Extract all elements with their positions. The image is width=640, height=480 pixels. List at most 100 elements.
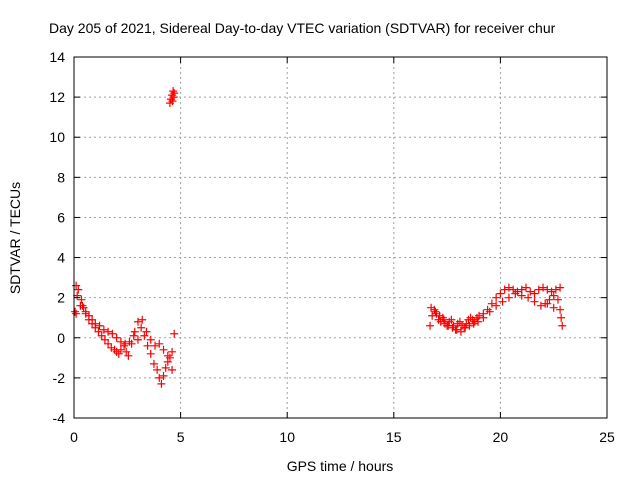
y-tick-label: 2 — [57, 290, 65, 306]
data-point — [435, 311, 444, 320]
x-axis-label: GPS time / hours — [287, 458, 394, 474]
data-point — [439, 315, 448, 324]
data-point — [155, 373, 164, 382]
data-point — [108, 329, 117, 338]
data-point — [146, 335, 155, 344]
data-point — [124, 351, 133, 360]
data-point — [121, 339, 130, 348]
grid — [74, 57, 607, 418]
data-point — [504, 283, 513, 292]
data-point — [99, 325, 108, 334]
data-point — [492, 293, 501, 302]
data-point — [161, 363, 170, 372]
data-point — [159, 371, 168, 380]
data-point — [551, 285, 560, 294]
data-point — [77, 295, 86, 304]
data-point — [487, 299, 496, 308]
data-point — [137, 323, 146, 332]
data-point — [444, 321, 453, 330]
data-point — [153, 365, 162, 374]
y-tick-label: 8 — [57, 169, 65, 185]
data-point — [129, 331, 138, 340]
data-point — [496, 289, 505, 298]
x-tick-label: 10 — [279, 429, 295, 445]
data-point — [133, 335, 142, 344]
data-point — [530, 297, 539, 306]
axis-ticks — [73, 56, 608, 419]
data-point — [73, 291, 82, 300]
data-point — [116, 345, 125, 354]
data-point — [524, 293, 533, 302]
data-point — [428, 311, 437, 320]
data-point — [536, 301, 545, 310]
data-point — [447, 315, 456, 324]
data-point — [140, 331, 149, 340]
data-point — [146, 349, 155, 358]
x-tick-label: 5 — [177, 429, 185, 445]
data-point — [125, 337, 134, 346]
data-points — [71, 87, 567, 388]
data-point — [120, 341, 129, 350]
y-tick-label: 6 — [57, 209, 65, 225]
data-point — [104, 339, 113, 348]
data-point — [165, 353, 174, 362]
data-point — [539, 283, 548, 292]
data-point — [91, 319, 100, 328]
data-point — [427, 303, 436, 312]
data-point — [474, 317, 483, 326]
data-point — [521, 283, 530, 292]
data-point — [74, 285, 83, 294]
data-point — [545, 295, 554, 304]
data-point — [511, 289, 520, 298]
data-point — [114, 349, 123, 358]
data-point — [130, 327, 139, 336]
data-point — [157, 379, 166, 388]
data-point — [485, 307, 494, 316]
data-point — [94, 327, 103, 336]
data-point — [500, 285, 509, 294]
data-point — [159, 345, 168, 354]
data-point — [95, 321, 104, 330]
data-point — [97, 331, 106, 340]
data-point — [558, 321, 567, 330]
x-tick-labels: 0 5 10 15 20 25 — [70, 429, 615, 445]
y-axis-label: SDTVAR / TECUs — [7, 182, 23, 294]
data-point — [163, 351, 172, 360]
data-point — [448, 323, 457, 332]
y-tick-label: 4 — [57, 250, 65, 266]
data-point — [465, 321, 474, 330]
data-point — [456, 327, 465, 336]
data-point — [88, 315, 97, 324]
data-point — [149, 359, 158, 368]
data-point — [557, 313, 566, 322]
data-point — [168, 97, 177, 106]
data-point — [84, 311, 93, 320]
data-point — [138, 315, 147, 324]
data-point — [541, 299, 550, 308]
y-tick-label: 12 — [49, 89, 65, 105]
data-point — [81, 307, 90, 316]
data-point — [170, 329, 179, 338]
data-point — [526, 287, 535, 296]
chart-title: Day 205 of 2021, Sidereal Day-to-day VTE… — [49, 20, 556, 36]
data-point — [116, 337, 125, 346]
data-point — [469, 319, 478, 328]
data-point — [455, 317, 464, 326]
x-tick-label: 15 — [386, 429, 402, 445]
data-point — [151, 341, 160, 350]
data-point — [509, 285, 518, 294]
data-point — [143, 341, 152, 350]
data-point — [133, 317, 142, 326]
data-point — [426, 321, 435, 330]
data-point — [122, 347, 131, 356]
data-point — [556, 283, 565, 292]
data-point — [112, 347, 121, 356]
data-point — [483, 305, 492, 314]
data-point — [155, 339, 164, 348]
y-tick-label: -2 — [53, 370, 66, 386]
data-point — [479, 313, 488, 322]
y-tick-labels: -4 -2 0 2 4 6 8 10 12 14 — [49, 49, 65, 426]
data-point — [475, 311, 484, 320]
data-point — [498, 297, 507, 306]
